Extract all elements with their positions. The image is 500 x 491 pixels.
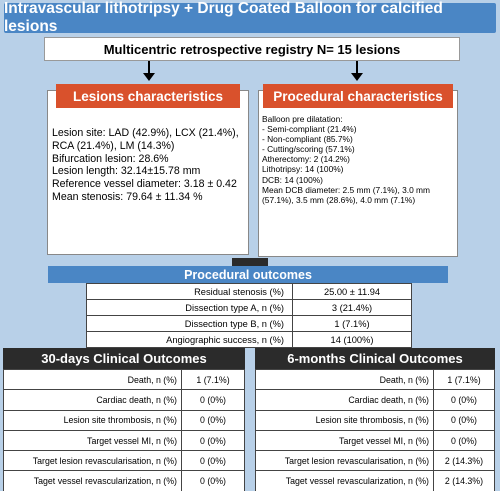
clinical-30d-header: 30-days Clinical Outcomes — [3, 348, 245, 369]
table-row: Target lesion revascularisation, n (%) 2… — [255, 450, 495, 472]
lesions-header: Lesions characteristics — [56, 84, 240, 108]
table-row: Lesion site thrombosis, n (%) 0 (0%) — [3, 409, 245, 431]
lesions-panel — [47, 90, 249, 255]
table-row: Dissection type A, n (%) 3 (21.4%) — [86, 299, 412, 316]
row-value: 0 (0%) — [433, 409, 495, 431]
lesion-line: Bifurcation lesion: 28.6% — [52, 152, 169, 165]
row-label: Death, n (%) — [255, 368, 434, 391]
row-label: Cardiac death, n (%) — [255, 389, 434, 411]
row-label: Lesion site thrombosis, n (%) — [3, 409, 182, 431]
clinical-6m-header: 6-months Clinical Outcomes — [255, 348, 495, 369]
arrow-right-line — [356, 61, 358, 74]
row-label: Death, n (%) — [3, 368, 182, 391]
row-value: 0 (0%) — [181, 429, 245, 452]
row-value: 0 (0%) — [433, 429, 495, 452]
row-label: Taget vessel revascularization, n (%) — [3, 470, 182, 491]
procedural-line: Lithotripsy: 14 (100%) — [262, 164, 344, 175]
procedural-line: - Non-compliant (85.7%) — [262, 134, 353, 145]
page-title: Intravascular lithotripsy + Drug Coated … — [4, 0, 496, 35]
arrow-right-head — [351, 73, 363, 81]
row-value: 0 (0%) — [433, 389, 495, 411]
procedural-line: - Semi-compliant (21.4%) — [262, 124, 357, 135]
table-row: Taget vessel revascularization, n (%) 2 … — [255, 470, 495, 491]
row-value: 2 (14.3%) — [433, 450, 495, 472]
big-arrow-shaft — [232, 258, 268, 268]
table-row: Target vessel MI, n (%) 0 (0%) — [255, 429, 495, 452]
row-label: Target vessel MI, n (%) — [255, 429, 434, 452]
procedural-line: DCB: 14 (100%) — [262, 174, 323, 185]
row-label: Dissection type A, n (%) — [86, 299, 293, 316]
row-label: Residual stenosis (%) — [86, 283, 293, 300]
row-value: 1 (7.1%) — [292, 315, 412, 332]
procedural-line: Mean DCB diameter: 2.5 mm (7.1%), 3.0 mm… — [262, 184, 431, 205]
arrow-left-head — [143, 73, 155, 81]
lesion-line: Mean stenosis: 79.64 ± 11.34 % — [52, 190, 203, 203]
table-row: Dissection type B, n (%) 1 (7.1%) — [86, 315, 412, 332]
table-row: Target vessel MI, n (%) 0 (0%) — [3, 429, 245, 452]
row-value: 25.00 ± 11.94 — [292, 283, 412, 300]
row-value: 2 (14.3%) — [433, 470, 495, 491]
outcomes-header: Procedural outcomes — [48, 266, 448, 283]
table-row: Death, n (%) 1 (7.1%) — [255, 368, 495, 391]
table-row: Cardiac death, n (%) 0 (0%) — [255, 389, 495, 411]
row-label: Angiographic success, n (%) — [86, 331, 293, 348]
procedural-line: - Cutting/scoring (57.1%) — [262, 144, 355, 155]
lesion-line: Lesion length: 32.14±15.78 mm — [52, 165, 201, 178]
lesion-line: Reference vessel diameter: 3.18 ± 0.42 — [52, 178, 237, 191]
procedural-text: Balloon pre dilatation: - Semi-compliant… — [262, 114, 456, 205]
row-value: 3 (21.4%) — [292, 299, 412, 316]
lesion-line: Lesion site: LAD (42.9%), LCX (21.4%), R… — [52, 127, 239, 152]
clinical-30d-table: Death, n (%) 1 (7.1%) Cardiac death, n (… — [3, 368, 245, 491]
row-label: Target vessel MI, n (%) — [3, 429, 182, 452]
row-value: 0 (0%) — [181, 470, 245, 491]
row-value: 14 (100%) — [292, 331, 412, 348]
row-label: Dissection type B, n (%) — [86, 315, 293, 332]
clinical-6m-table: Death, n (%) 1 (7.1%) Cardiac death, n (… — [255, 368, 495, 491]
procedural-header: Procedural characteristics — [263, 84, 453, 108]
row-label: Target lesion revascularisation, n (%) — [255, 450, 434, 472]
table-row: Taget vessel revascularization, n (%) 0 … — [3, 470, 245, 491]
table-row: Target lesion revascularisation, n (%) 0… — [3, 450, 245, 472]
arrow-left-line — [148, 61, 150, 74]
registry-box: Multicentric retrospective registry N= 1… — [44, 37, 460, 61]
row-label: Target lesion revascularisation, n (%) — [3, 450, 182, 472]
procedural-line: Balloon pre dilatation: — [262, 114, 343, 124]
row-label: Taget vessel revascularization, n (%) — [255, 470, 434, 491]
table-row: Angiographic success, n (%) 14 (100%) — [86, 331, 412, 348]
outcomes-table: Residual stenosis (%) 25.00 ± 11.94 Diss… — [86, 283, 412, 348]
row-label: Cardiac death, n (%) — [3, 389, 182, 411]
row-value: 0 (0%) — [181, 450, 245, 472]
procedural-line: Atherectomy: 2 (14.2%) — [262, 154, 350, 165]
lesions-text: Lesion site: LAD (42.9%), LCX (21.4%), R… — [52, 127, 247, 204]
row-value: 0 (0%) — [181, 409, 245, 431]
table-row: Death, n (%) 1 (7.1%) — [3, 368, 245, 391]
row-value: 0 (0%) — [181, 389, 245, 411]
table-row: Lesion site thrombosis, n (%) 0 (0%) — [255, 409, 495, 431]
row-value: 1 (7.1%) — [181, 368, 245, 391]
row-value: 1 (7.1%) — [433, 368, 495, 391]
table-row: Residual stenosis (%) 25.00 ± 11.94 — [86, 283, 412, 300]
table-row: Cardiac death, n (%) 0 (0%) — [3, 389, 245, 411]
procedural-panel — [258, 90, 458, 257]
row-label: Lesion site thrombosis, n (%) — [255, 409, 434, 431]
